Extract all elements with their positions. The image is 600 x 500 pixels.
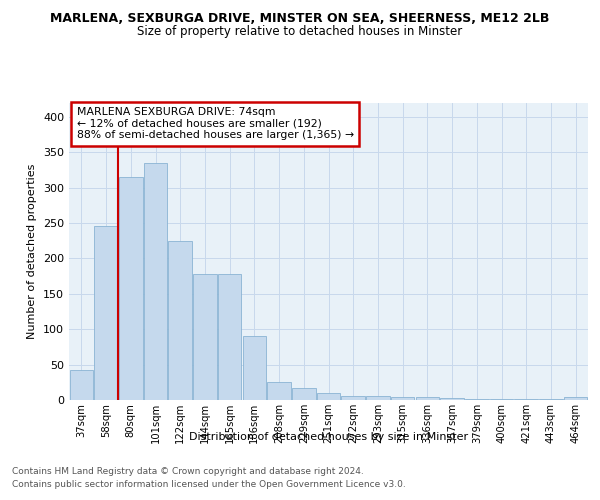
Bar bbox=[119, 177, 143, 400]
Bar bbox=[94, 226, 118, 400]
Bar bbox=[366, 396, 389, 400]
Y-axis label: Number of detached properties: Number of detached properties bbox=[28, 164, 37, 339]
Text: Contains public sector information licensed under the Open Government Licence v3: Contains public sector information licen… bbox=[12, 480, 406, 489]
Bar bbox=[193, 274, 217, 400]
Text: Contains HM Land Registry data © Crown copyright and database right 2024.: Contains HM Land Registry data © Crown c… bbox=[12, 468, 364, 476]
Bar bbox=[144, 162, 167, 400]
Bar bbox=[317, 393, 340, 400]
Bar bbox=[218, 274, 241, 400]
Bar bbox=[242, 336, 266, 400]
Bar bbox=[169, 240, 192, 400]
Text: MARLENA SEXBURGA DRIVE: 74sqm
← 12% of detached houses are smaller (192)
88% of : MARLENA SEXBURGA DRIVE: 74sqm ← 12% of d… bbox=[77, 107, 354, 140]
Bar bbox=[70, 370, 93, 400]
Bar bbox=[440, 398, 464, 400]
Bar bbox=[292, 388, 316, 400]
Bar bbox=[391, 397, 415, 400]
Bar bbox=[268, 382, 291, 400]
Bar bbox=[416, 397, 439, 400]
Bar bbox=[564, 397, 587, 400]
Bar bbox=[341, 396, 365, 400]
Text: Size of property relative to detached houses in Minster: Size of property relative to detached ho… bbox=[137, 25, 463, 38]
Text: MARLENA, SEXBURGA DRIVE, MINSTER ON SEA, SHEERNESS, ME12 2LB: MARLENA, SEXBURGA DRIVE, MINSTER ON SEA,… bbox=[50, 12, 550, 26]
Text: Distribution of detached houses by size in Minster: Distribution of detached houses by size … bbox=[189, 432, 469, 442]
